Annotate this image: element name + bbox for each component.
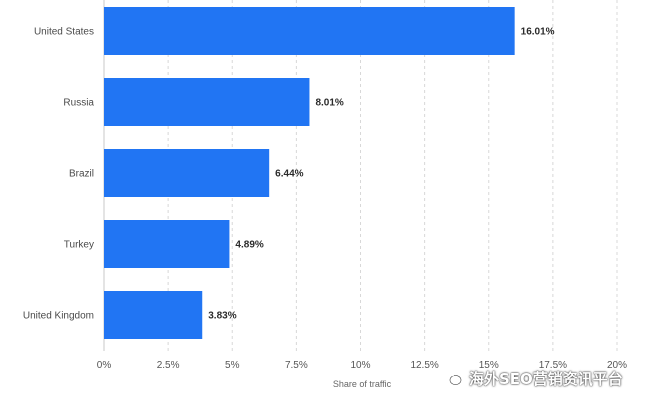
x-tick-label: 12.5% [410, 360, 438, 371]
x-tick-label: 20% [607, 360, 627, 371]
data-label: 4.89% [235, 240, 263, 251]
category-labels: United States Russia Brazil Turkey United Ki… [23, 27, 95, 322]
watermark-text: 海外SEO营销资讯平台 [469, 369, 623, 388]
data-label: 8.01% [315, 98, 343, 109]
x-axis-title: Share of traffic [333, 379, 392, 389]
bar [104, 149, 270, 197]
category-label: United States [34, 27, 94, 38]
category-label: Turkey [64, 240, 94, 251]
category-label: United Kingdom [23, 311, 94, 322]
bars [104, 7, 515, 339]
bar [104, 7, 515, 55]
bar [104, 291, 203, 339]
data-label: 6.44% [275, 169, 303, 180]
x-tick-label: 2.5% [157, 360, 180, 371]
watermark: 海外SEO营销资讯平台 [443, 367, 623, 389]
x-tick-label: 7.5% [285, 360, 308, 371]
x-tick-label: 0% [97, 360, 112, 371]
bar [104, 220, 230, 268]
data-label: 16.01% [521, 27, 555, 38]
x-tick-label: 10% [350, 360, 370, 371]
x-tick-label: 17.5% [539, 360, 567, 371]
x-tick-label: 5% [225, 360, 240, 371]
data-labels: 16.01% 8.01% 6.44% 4.89% 3.83% [208, 27, 554, 322]
wechat-icon [443, 370, 462, 385]
bar [104, 78, 310, 126]
x-tick-labels: 0% 2.5% 5% 7.5% 10% 12.5% 15% 17.5% 20% [97, 360, 627, 371]
data-label: 3.83% [208, 311, 236, 322]
category-label: Russia [63, 98, 94, 109]
category-label: Brazil [69, 169, 94, 180]
x-tick-label: 15% [479, 360, 499, 371]
